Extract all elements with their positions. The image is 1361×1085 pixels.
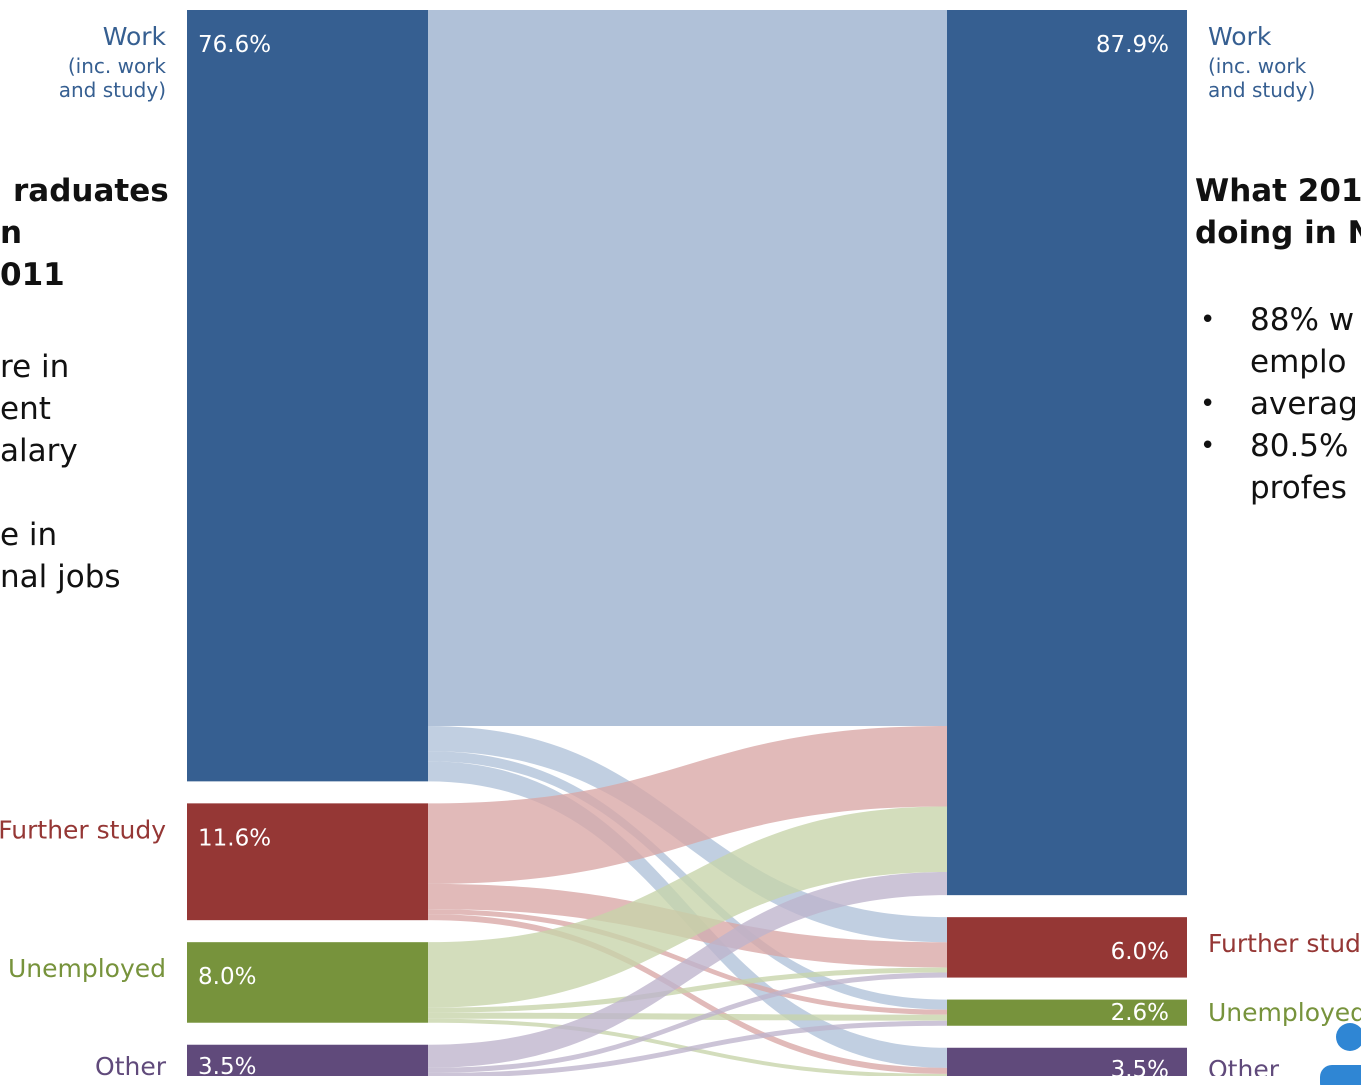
right-node-unemployed: [947, 999, 1187, 1026]
right-bullet-item: 80.5% profes: [1195, 425, 1361, 509]
left-value-label-work: 76.6%: [198, 32, 271, 58]
right-category-label-unemployed: Unemployed: [1208, 998, 1361, 1027]
right-node-work: [947, 10, 1187, 896]
left-text-panel: raduates n 011 re in ent alary e in nal …: [0, 170, 176, 700]
right-bullet-line: 80.5%: [1250, 428, 1349, 464]
right-node-other: [947, 1047, 1187, 1076]
flow-further-to-other: [428, 914, 947, 1074]
left-panel-body: re in ent alary e in nal jobs: [0, 346, 176, 598]
left-body-line: ent: [0, 391, 51, 427]
left-body-line: [0, 472, 176, 514]
sankey-flows: [428, 10, 947, 1076]
logo-mark-icon: [1320, 1023, 1361, 1085]
right-bullet-line: averag: [1250, 386, 1358, 422]
left-body-line: alary: [0, 433, 78, 469]
left-title-line: 011: [0, 257, 65, 293]
left-panel-title: raduates n 011: [0, 170, 176, 296]
left-node-further: [187, 803, 428, 921]
flow-unemployed-to-work: [428, 806, 947, 1008]
left-title-line: raduates: [13, 173, 169, 209]
flow-unemployed-to-unemployed: [428, 1012, 947, 1021]
left-category-sublabel-work: and study): [59, 78, 166, 102]
right-title-line: doing in N: [1195, 215, 1361, 251]
left-title-line: n: [0, 215, 23, 251]
flow-other-to-work: [428, 871, 947, 1068]
left-category-label-unemployed: Unemployed: [8, 954, 166, 983]
right-category-sublabel-work: and study): [1208, 78, 1315, 102]
right-value-label-work: 87.9%: [1096, 32, 1169, 58]
flow-unemployed-to-further: [428, 967, 947, 1013]
left-node-work: [187, 10, 428, 782]
left-node-unemployed: [187, 942, 428, 1023]
right-value-label-other: 3.5%: [1111, 1057, 1169, 1076]
left-node-other: [187, 1044, 428, 1076]
flow-other-to-unemployed: [428, 1020, 947, 1076]
right-category-label-other: Other: [1208, 1055, 1280, 1076]
sankey-nodes: [187, 10, 1187, 1076]
left-category-sublabel-work: (inc. work: [68, 54, 167, 78]
left-body-line: nal jobs: [0, 559, 121, 595]
right-node-further: [947, 917, 1187, 978]
flow-other-to-further: [428, 972, 947, 1073]
right-text-panel: What 201 doing in N 88% w emplo averag 8…: [1195, 170, 1361, 640]
right-bullet-list: 88% w emplo averag 80.5% profes: [1195, 299, 1361, 509]
right-value-label-unemployed: 2.6%: [1111, 1000, 1169, 1026]
right-bullet-item: 88% w emplo: [1195, 299, 1361, 383]
left-category-label-work: Work: [103, 22, 167, 51]
right-bullet-item: averag: [1195, 383, 1361, 425]
right-panel-title: What 201 doing in N: [1195, 170, 1361, 254]
right-bullet-line: 88% w: [1250, 302, 1355, 338]
right-bullet-line: emplo: [1250, 344, 1347, 380]
left-body-line: re in: [0, 349, 70, 385]
right-bullet-line: profes: [1250, 470, 1347, 506]
right-category-label-further: Further study: [1208, 929, 1361, 958]
left-value-label-other: 3.5%: [198, 1054, 256, 1076]
right-title-line: What 201: [1195, 173, 1361, 209]
left-value-label-unemployed: 8.0%: [198, 964, 256, 990]
flow-work-to-work: [428, 10, 947, 726]
right-category-sublabel-work: (inc. work: [1208, 54, 1307, 78]
left-value-label-further: 11.6%: [198, 825, 271, 851]
left-category-label-other: Other: [95, 1052, 167, 1076]
flow-further-to-work: [428, 725, 947, 884]
right-category-label-work: Work: [1208, 22, 1272, 51]
left-body-line: e in: [0, 517, 58, 553]
sankey-labels: 76.6% 11.6% 8.0% 3.5% 87.9% 6.0% 2.6% 3.5% Work (…: [0, 22, 1361, 1076]
right-value-label-further: 6.0%: [1111, 939, 1169, 965]
left-category-label-further: Further study: [0, 815, 166, 844]
